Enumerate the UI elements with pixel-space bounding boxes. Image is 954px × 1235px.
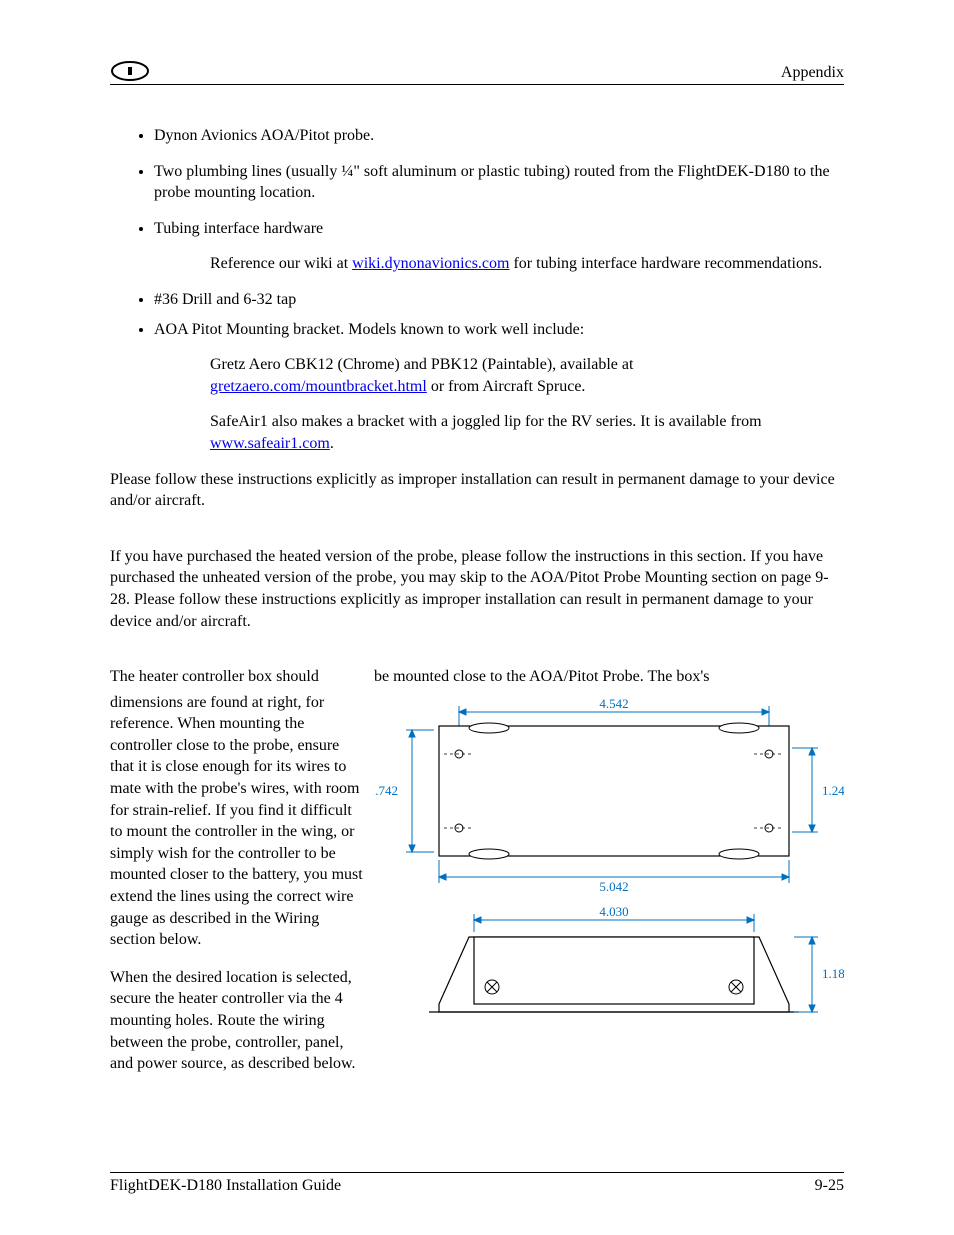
sub-paragraph: SafeAir1 also makes a bracket with a jog… (210, 411, 844, 454)
text-fragment: or from Aircraft Spruce. (427, 378, 586, 395)
list-item-text: #36 Drill and 6-32 tap (154, 291, 296, 308)
dimension-drawing-icon: 4.542 (374, 692, 844, 1022)
dim-label-side-right: 1.187 (822, 966, 844, 981)
wiki-link[interactable]: wiki.dynonavionics.com (352, 255, 509, 272)
dimensions-figure: 4.542 (374, 692, 844, 1029)
sub-paragraph: Reference our wiki at wiki.dynonavionics… (210, 253, 844, 275)
safeair-link[interactable]: www.safeair1.com (210, 435, 330, 452)
dim-label-side-top: 4.030 (599, 904, 628, 919)
text-fragment: Gretz Aero CBK12 (Chrome) and PBK12 (Pai… (210, 356, 633, 373)
text-fragment: dimensions are found at right, for refer… (110, 694, 363, 949)
dim-label-right: 1.242 (822, 783, 844, 798)
text-fragment: The heater controller box should (110, 666, 319, 688)
list-item: Two plumbing lines (usually ¼" soft alum… (154, 161, 844, 204)
list-item-text: Two plumbing lines (usually ¼" soft alum… (154, 163, 830, 202)
footer-page-number: 9-25 (815, 1177, 844, 1195)
list-item-text: AOA Pitot Mounting bracket. Models known… (154, 321, 584, 338)
text-fragment: for tubing interface hardware recommenda… (509, 255, 822, 272)
header-appendix: Appendix (781, 64, 844, 82)
list-item: AOA Pitot Mounting bracket. Models known… (154, 319, 844, 341)
gretzaero-link[interactable]: gretzaero.com/mountbracket.html (210, 378, 427, 395)
dim-label-bottom: 5.042 (599, 879, 628, 894)
requirements-list-cont: #36 Drill and 6-32 tap AOA Pitot Mountin… (110, 289, 844, 340)
dim-label-top: 4.542 (599, 696, 628, 711)
list-item: #36 Drill and 6-32 tap (154, 289, 844, 311)
page-content: Dynon Avionics AOA/Pitot probe. Two plum… (110, 125, 844, 1152)
list-item: Tubing interface hardware (154, 218, 844, 240)
list-item-text: Tubing interface hardware (154, 220, 323, 237)
dynon-logo-icon (110, 60, 150, 82)
first-line-wrap: The heater controller box should be moun… (110, 666, 844, 688)
page-header: Appendix (110, 60, 844, 85)
list-item: Dynon Avionics AOA/Pitot probe. (154, 125, 844, 147)
text-fragment: Reference our wiki at (210, 255, 352, 272)
text-fragment: . (330, 435, 334, 452)
list-item-text: Dynon Avionics AOA/Pitot probe. (154, 127, 374, 144)
sub-paragraph: Gretz Aero CBK12 (Chrome) and PBK12 (Pai… (210, 354, 844, 397)
paragraph-heated-intro: If you have purchased the heated version… (110, 546, 844, 632)
requirements-list: Dynon Avionics AOA/Pitot probe. Two plum… (110, 125, 844, 239)
text-fragment: be mounted close to the AOA/Pitot Probe.… (374, 666, 844, 688)
text-fragment: SafeAir1 also makes a bracket with a jog… (210, 413, 762, 430)
dim-label-left: 1.742 (374, 783, 398, 798)
paragraph-warning1: Please follow these instructions explici… (110, 469, 844, 512)
page-footer: FlightDEK-D180 Installation Guide 9-25 (110, 1172, 844, 1195)
footer-title: FlightDEK-D180 Installation Guide (110, 1177, 341, 1195)
heater-controller-section: The heater controller box should be moun… (110, 666, 844, 1075)
